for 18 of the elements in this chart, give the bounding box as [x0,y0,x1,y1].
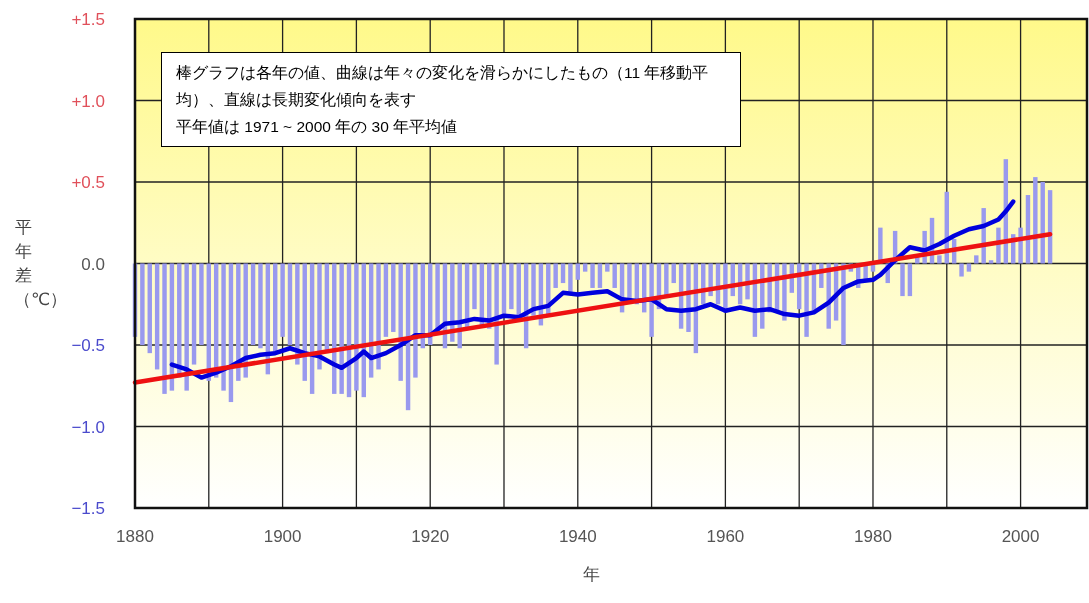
y-tick-label: +1.0 [71,91,105,111]
y-tick-label: +1.5 [71,10,105,29]
annotation: 棒グラフは各年の値、曲線は年々の変化を滑らかにしたもの（11 年移動平均）、直線は長期変化傾向を表す [176,63,710,110]
x-tick-label: 1960 [706,527,745,546]
y-tick-label: −1.5 [71,499,105,518]
x-tick-label: 1920 [411,527,450,546]
x-tick-label: 2000 [1001,527,1040,546]
x-tick-label: 1940 [558,527,597,546]
y-tick-label: 0.0 [81,254,105,274]
y-tick-label: −0.5 [71,336,105,355]
x-axis-title: 年 [582,564,600,586]
y-axis-title: 平年差（℃） [14,216,68,311]
x-tick-label: 1980 [854,527,892,546]
y-tick-label: −1.0 [71,417,105,437]
y-tick-label: +0.5 [71,173,105,192]
annotation: 平年値は 1971 ~ 2000 年の 30 年平均値 [176,117,459,137]
x-tick-label: 1880 [116,527,154,546]
x-tick-label: 1900 [263,527,302,546]
